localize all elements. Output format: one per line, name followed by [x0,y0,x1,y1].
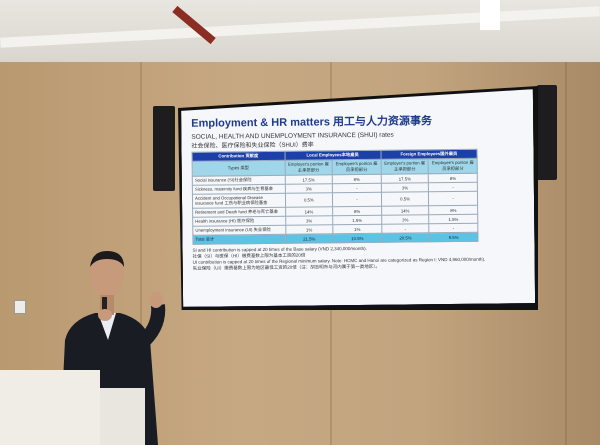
rate-cell: 3% [285,184,333,193]
rate-cell: 0.5% [285,193,333,207]
slide-title: Employment & HR matters 用工与人力资源事务 [191,115,433,130]
ceiling [0,0,600,70]
rate-cell: - [429,191,478,206]
sub-header: Employee's portion 雇员承担部分 [332,159,381,175]
right-speaker [537,85,557,180]
total-cell: 9.5% [429,232,478,242]
ceiling-light [480,0,500,30]
total-cell: 21.5% [285,234,333,243]
total-cell: 20.5% [382,233,430,242]
rate-cell: - [333,192,382,207]
rate-cell: 0.5% [381,192,429,206]
sub-header: Employer's portion 雇主承担部分 [381,159,429,174]
microphone [102,297,107,315]
rate-cell: 14% [285,207,333,216]
sub-header: Types 类型 [192,160,285,176]
sub-header: Employee's portion 雇员承担部分 [428,158,477,174]
wall-outlet [14,300,26,314]
total-cell: Total 总计 [193,234,286,244]
slide-notes: SI and HI contribution is capped at 20 t… [193,244,527,272]
total-row: Total 总计 21.5% 10.5% 20.5% 9.5% [193,232,478,244]
rate-cell: 1% [285,225,333,234]
row-type: Accident and Occupational Disease insura… [192,193,285,208]
rate-cell: 17.5% [285,175,333,184]
shui-rates-table: Contribution 贡献度 Local Employees本地雇员 For… [192,149,479,245]
total-cell: 10.5% [333,233,382,243]
left-speaker [153,106,175,191]
sub-header: Employer's portion 雇主承担部分 [285,160,333,175]
presentation-slide: Employment & HR matters 用工与人力资源事务 SOCIAL… [181,89,535,307]
wall-panel-seam [565,62,567,445]
podium [0,370,100,445]
red-pipe [172,5,216,45]
ceiling-beam [0,6,600,48]
wall-panel-seam [140,62,142,445]
rate-cell: 3% [285,216,333,225]
side-table [100,388,145,445]
